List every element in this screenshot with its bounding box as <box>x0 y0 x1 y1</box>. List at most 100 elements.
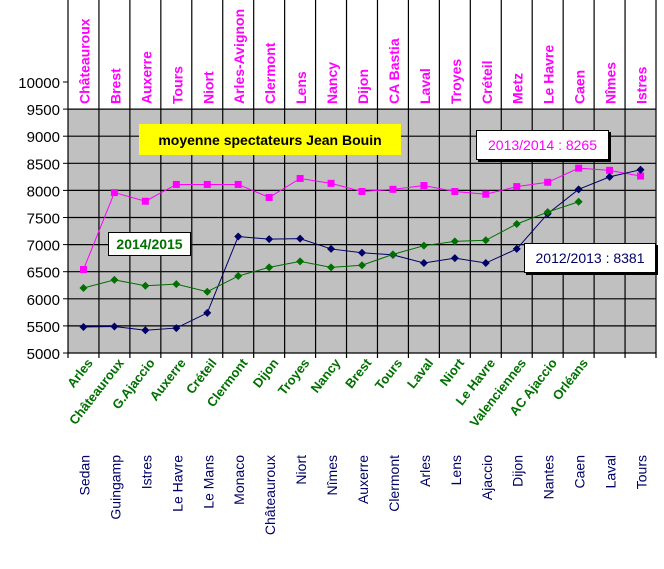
x-label-2012-2013: Caen <box>572 455 588 488</box>
data-point <box>79 322 88 331</box>
legend-label-2013-2014: 2013/2014 : 8265 <box>476 130 609 160</box>
x-label-2012-2013: Châteauroux <box>262 455 278 535</box>
data-point <box>141 326 150 335</box>
x-label-2012-2013: Lens <box>448 455 464 485</box>
y-tick-label: 9000 <box>27 129 60 146</box>
data-point <box>419 241 428 250</box>
x-label-2012-2013: Ajaccio <box>479 455 495 500</box>
data-point <box>513 183 521 191</box>
legend-label-2012-2013: 2012/2013 : 8381 <box>524 243 656 273</box>
data-point <box>605 172 614 181</box>
data-point <box>512 244 521 253</box>
x-label-2014-2015: Niort <box>437 355 468 389</box>
x-label-2013-2014: Caen <box>572 70 588 104</box>
data-point <box>296 257 305 266</box>
data-point <box>481 236 490 245</box>
x-label-2012-2013: Nîmes <box>324 455 340 495</box>
legend-label-2014-2015: 2014/2015 <box>108 232 191 256</box>
data-point <box>79 266 87 274</box>
data-point <box>389 185 397 193</box>
data-point <box>234 272 243 281</box>
data-point <box>575 164 583 172</box>
x-label-2013-2014: Tours <box>169 66 185 104</box>
y-tick-label: 9500 <box>27 102 60 119</box>
x-label-2012-2013: Nantes <box>541 455 557 499</box>
x-label-2012-2013: Istres <box>138 455 154 489</box>
data-point <box>79 283 88 292</box>
y-tick-label: 5500 <box>27 319 60 336</box>
data-point <box>234 180 242 188</box>
x-label-2014-2015: Troyes <box>275 356 313 398</box>
x-label-2014-2015: Laval <box>404 356 436 391</box>
data-point <box>265 235 274 244</box>
y-tick-label: 8000 <box>27 183 60 200</box>
x-label-2012-2013: Clermont <box>386 455 402 512</box>
x-label-2013-2014: Le Havre <box>541 45 557 104</box>
data-point <box>606 166 614 174</box>
data-point <box>512 220 521 229</box>
x-label-2014-2015: Tours <box>372 356 405 393</box>
x-label-2013-2014: Nancy <box>324 62 340 104</box>
data-point <box>482 190 490 198</box>
x-label-2012-2013: Tours <box>634 455 650 489</box>
data-point <box>141 281 150 290</box>
x-label-2012-2013: Laval <box>603 455 619 488</box>
x-label-2013-2014: Brest <box>107 68 123 104</box>
data-point <box>172 324 181 333</box>
x-label-2013-2014: Istres <box>634 66 650 104</box>
data-point <box>203 308 212 317</box>
data-point <box>172 280 181 289</box>
data-point <box>110 189 118 197</box>
y-tick-label: 6500 <box>27 265 60 282</box>
data-point <box>203 287 212 296</box>
series-2013-2014 <box>79 164 645 274</box>
x-label-2013-2014: Laval <box>417 68 433 104</box>
data-point <box>358 261 366 270</box>
y-tick-label: 6000 <box>27 292 60 309</box>
data-point <box>110 275 119 284</box>
x-label-2013-2014: Clermont <box>262 42 278 104</box>
data-point <box>234 232 243 241</box>
data-point <box>203 180 211 188</box>
x-label-2012-2013: Arles <box>417 455 433 487</box>
data-point <box>358 248 366 257</box>
x-label-2013-2014: CA Bastia <box>386 38 402 104</box>
data-point <box>327 263 336 272</box>
data-point <box>637 172 645 180</box>
x-label-2013-2014: Metz <box>510 73 526 104</box>
x-label-2014-2015: Nancy <box>308 355 344 396</box>
x-label-2013-2014: Créteil <box>479 60 495 104</box>
data-point <box>265 193 273 201</box>
x-label-2012-2013: Niort <box>293 455 309 485</box>
y-tick-label: 8500 <box>27 156 60 173</box>
data-point <box>636 165 645 174</box>
x-label-2012-2013: Guingamp <box>107 455 123 520</box>
data-point <box>574 185 583 194</box>
data-point <box>419 259 428 268</box>
x-label-2013-2014: Lens <box>293 71 309 104</box>
x-label-2012-2013: Le Havre <box>169 455 185 512</box>
x-label-2013-2014: Niort <box>200 71 216 104</box>
series-2014-2015 <box>79 197 583 296</box>
x-label-2013-2014: Nîmes <box>603 62 619 104</box>
data-point <box>451 187 459 195</box>
data-point <box>172 180 180 188</box>
x-label-2012-2013: Le Mans <box>200 455 216 509</box>
x-label-2012-2013: Dijon <box>510 455 526 487</box>
x-label-2012-2013: Sedan <box>76 455 92 495</box>
data-point <box>327 179 335 187</box>
x-label-2012-2013: Auxerre <box>355 455 371 504</box>
data-point <box>327 244 336 253</box>
y-tick-label: 7000 <box>27 238 60 255</box>
data-point <box>265 263 274 272</box>
data-point <box>296 174 304 182</box>
x-label-2013-2014: Dijon <box>355 69 371 104</box>
y-tick-label: 5000 <box>27 346 60 363</box>
data-point <box>481 259 490 268</box>
data-point <box>296 234 305 243</box>
x-label-2013-2014: Châteauroux <box>76 18 92 104</box>
y-tick-label: 10000 <box>18 75 60 92</box>
x-label-2013-2014: Auxerre <box>138 51 154 104</box>
